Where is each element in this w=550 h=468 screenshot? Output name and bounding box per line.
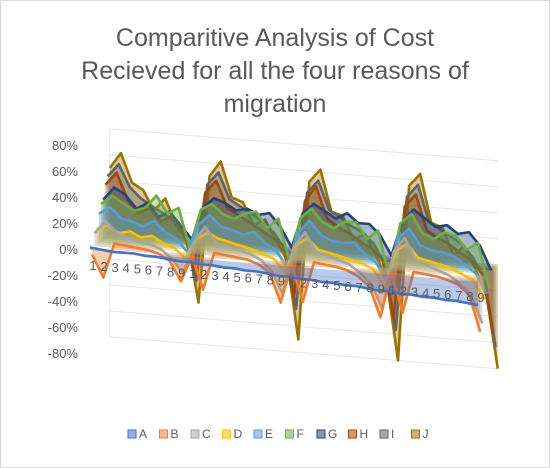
legend-swatch [190, 429, 200, 439]
legend-swatch [222, 429, 231, 439]
x-tick-label: 4 [422, 285, 429, 300]
x-tick-label: 2 [400, 283, 407, 298]
x-tick-label: 8 [167, 264, 174, 279]
series-line-h [104, 171, 495, 334]
chart-title-line-1: Comparitive Analysis of Cost [115, 24, 435, 52]
x-tick-label: 8 [267, 273, 274, 288]
legend-label: H [360, 427, 369, 441]
legend: A B C D E F G H I J [127, 427, 429, 441]
x-tick-label: 6 [245, 271, 252, 286]
legend-swatch [379, 429, 389, 439]
x-tick-label: 7 [455, 288, 462, 303]
legend-swatch [285, 429, 294, 439]
legend-label: E [265, 427, 273, 441]
legend-swatch [253, 429, 263, 439]
x-tick-label: 4 [322, 277, 329, 292]
x-tick-label: 5 [333, 278, 340, 293]
y-tick-label: 80% [52, 138, 78, 153]
x-tick-label: 4 [123, 261, 130, 276]
legend-label: I [391, 427, 394, 441]
y-tick-label: 60% [52, 164, 78, 179]
legend-swatch [348, 429, 357, 439]
legend-swatch [159, 429, 168, 439]
legend-label: C [202, 427, 211, 441]
y-tick-label: 20% [52, 216, 78, 231]
x-tick-label: 3 [311, 276, 318, 291]
legend-label: D [234, 427, 243, 441]
series-area-b [92, 243, 481, 332]
legend-label: G [328, 427, 337, 441]
x-tick-label: 8 [367, 281, 374, 296]
x-tick-label: 6 [145, 263, 152, 278]
x-tick-label: 7 [256, 272, 263, 287]
x-tick-label: 9 [378, 282, 385, 297]
series-area-d [96, 225, 485, 300]
x-tick-label: 7 [355, 280, 362, 295]
x-tick-label: 9 [477, 290, 484, 305]
x-tick-label: 5 [233, 270, 240, 285]
series-area-e [98, 206, 487, 294]
y-tick-label: -60% [48, 320, 79, 335]
x-tick-label: 5 [433, 286, 440, 301]
x-tick-label: 1 [189, 266, 196, 281]
series-line-c [93, 219, 484, 324]
x-tick-label: 2 [100, 259, 107, 274]
legend-swatch [127, 429, 137, 439]
x-tick-label: 3 [211, 268, 218, 283]
gridline [109, 180, 498, 214]
y-tick-label: -80% [48, 346, 79, 361]
legend-swatch [411, 429, 420, 439]
chart-title-line-2: Recieved for all the four reasons of [81, 57, 469, 85]
x-tick-label: 6 [344, 279, 351, 294]
chart-title: Comparitive Analysis of Cost Recieved fo… [30, 22, 520, 121]
x-tick-label: 4 [222, 269, 229, 284]
x-tick-label: 5 [134, 262, 141, 277]
x-tick-label: 2 [300, 275, 307, 290]
x-tick-label: 1 [89, 258, 96, 273]
x-tick-label: 8 [466, 289, 473, 304]
x-tick-label: 9 [178, 265, 185, 280]
x-tick-label: 2 [200, 267, 207, 282]
y-tick-label: 0% [59, 242, 78, 257]
x-tick-label: 9 [278, 273, 285, 288]
y-tick-label: -40% [48, 294, 79, 309]
x-tick-label: 1 [389, 283, 396, 298]
axis-labels: 80%60%40%20%0%-20%-40%-60%-80%1 2 3 4 5 6 7 8 9 1… [48, 138, 485, 361]
gridline [109, 310, 498, 344]
y-tick-label: -20% [48, 268, 79, 283]
series-group [89, 151, 500, 369]
x-tick-label: 1 [289, 274, 296, 289]
gridline [109, 336, 498, 370]
gridline [109, 128, 498, 162]
x-tick-label: 6 [444, 287, 451, 302]
x-tick-label: 3 [112, 260, 119, 275]
y-tick-label: 40% [52, 190, 78, 205]
legend-label: F [297, 427, 304, 441]
legend-swatch [316, 429, 326, 439]
legend-label: J [423, 427, 429, 441]
gridline [109, 154, 498, 188]
legend-label: B [171, 427, 179, 441]
x-tick-label: 7 [156, 263, 163, 278]
legend-label: A [139, 427, 147, 441]
series-line-b [91, 242, 482, 333]
chart-title-line-3: migration [223, 90, 327, 118]
x-tick-label: 3 [411, 284, 418, 299]
series-line-a [89, 246, 479, 307]
